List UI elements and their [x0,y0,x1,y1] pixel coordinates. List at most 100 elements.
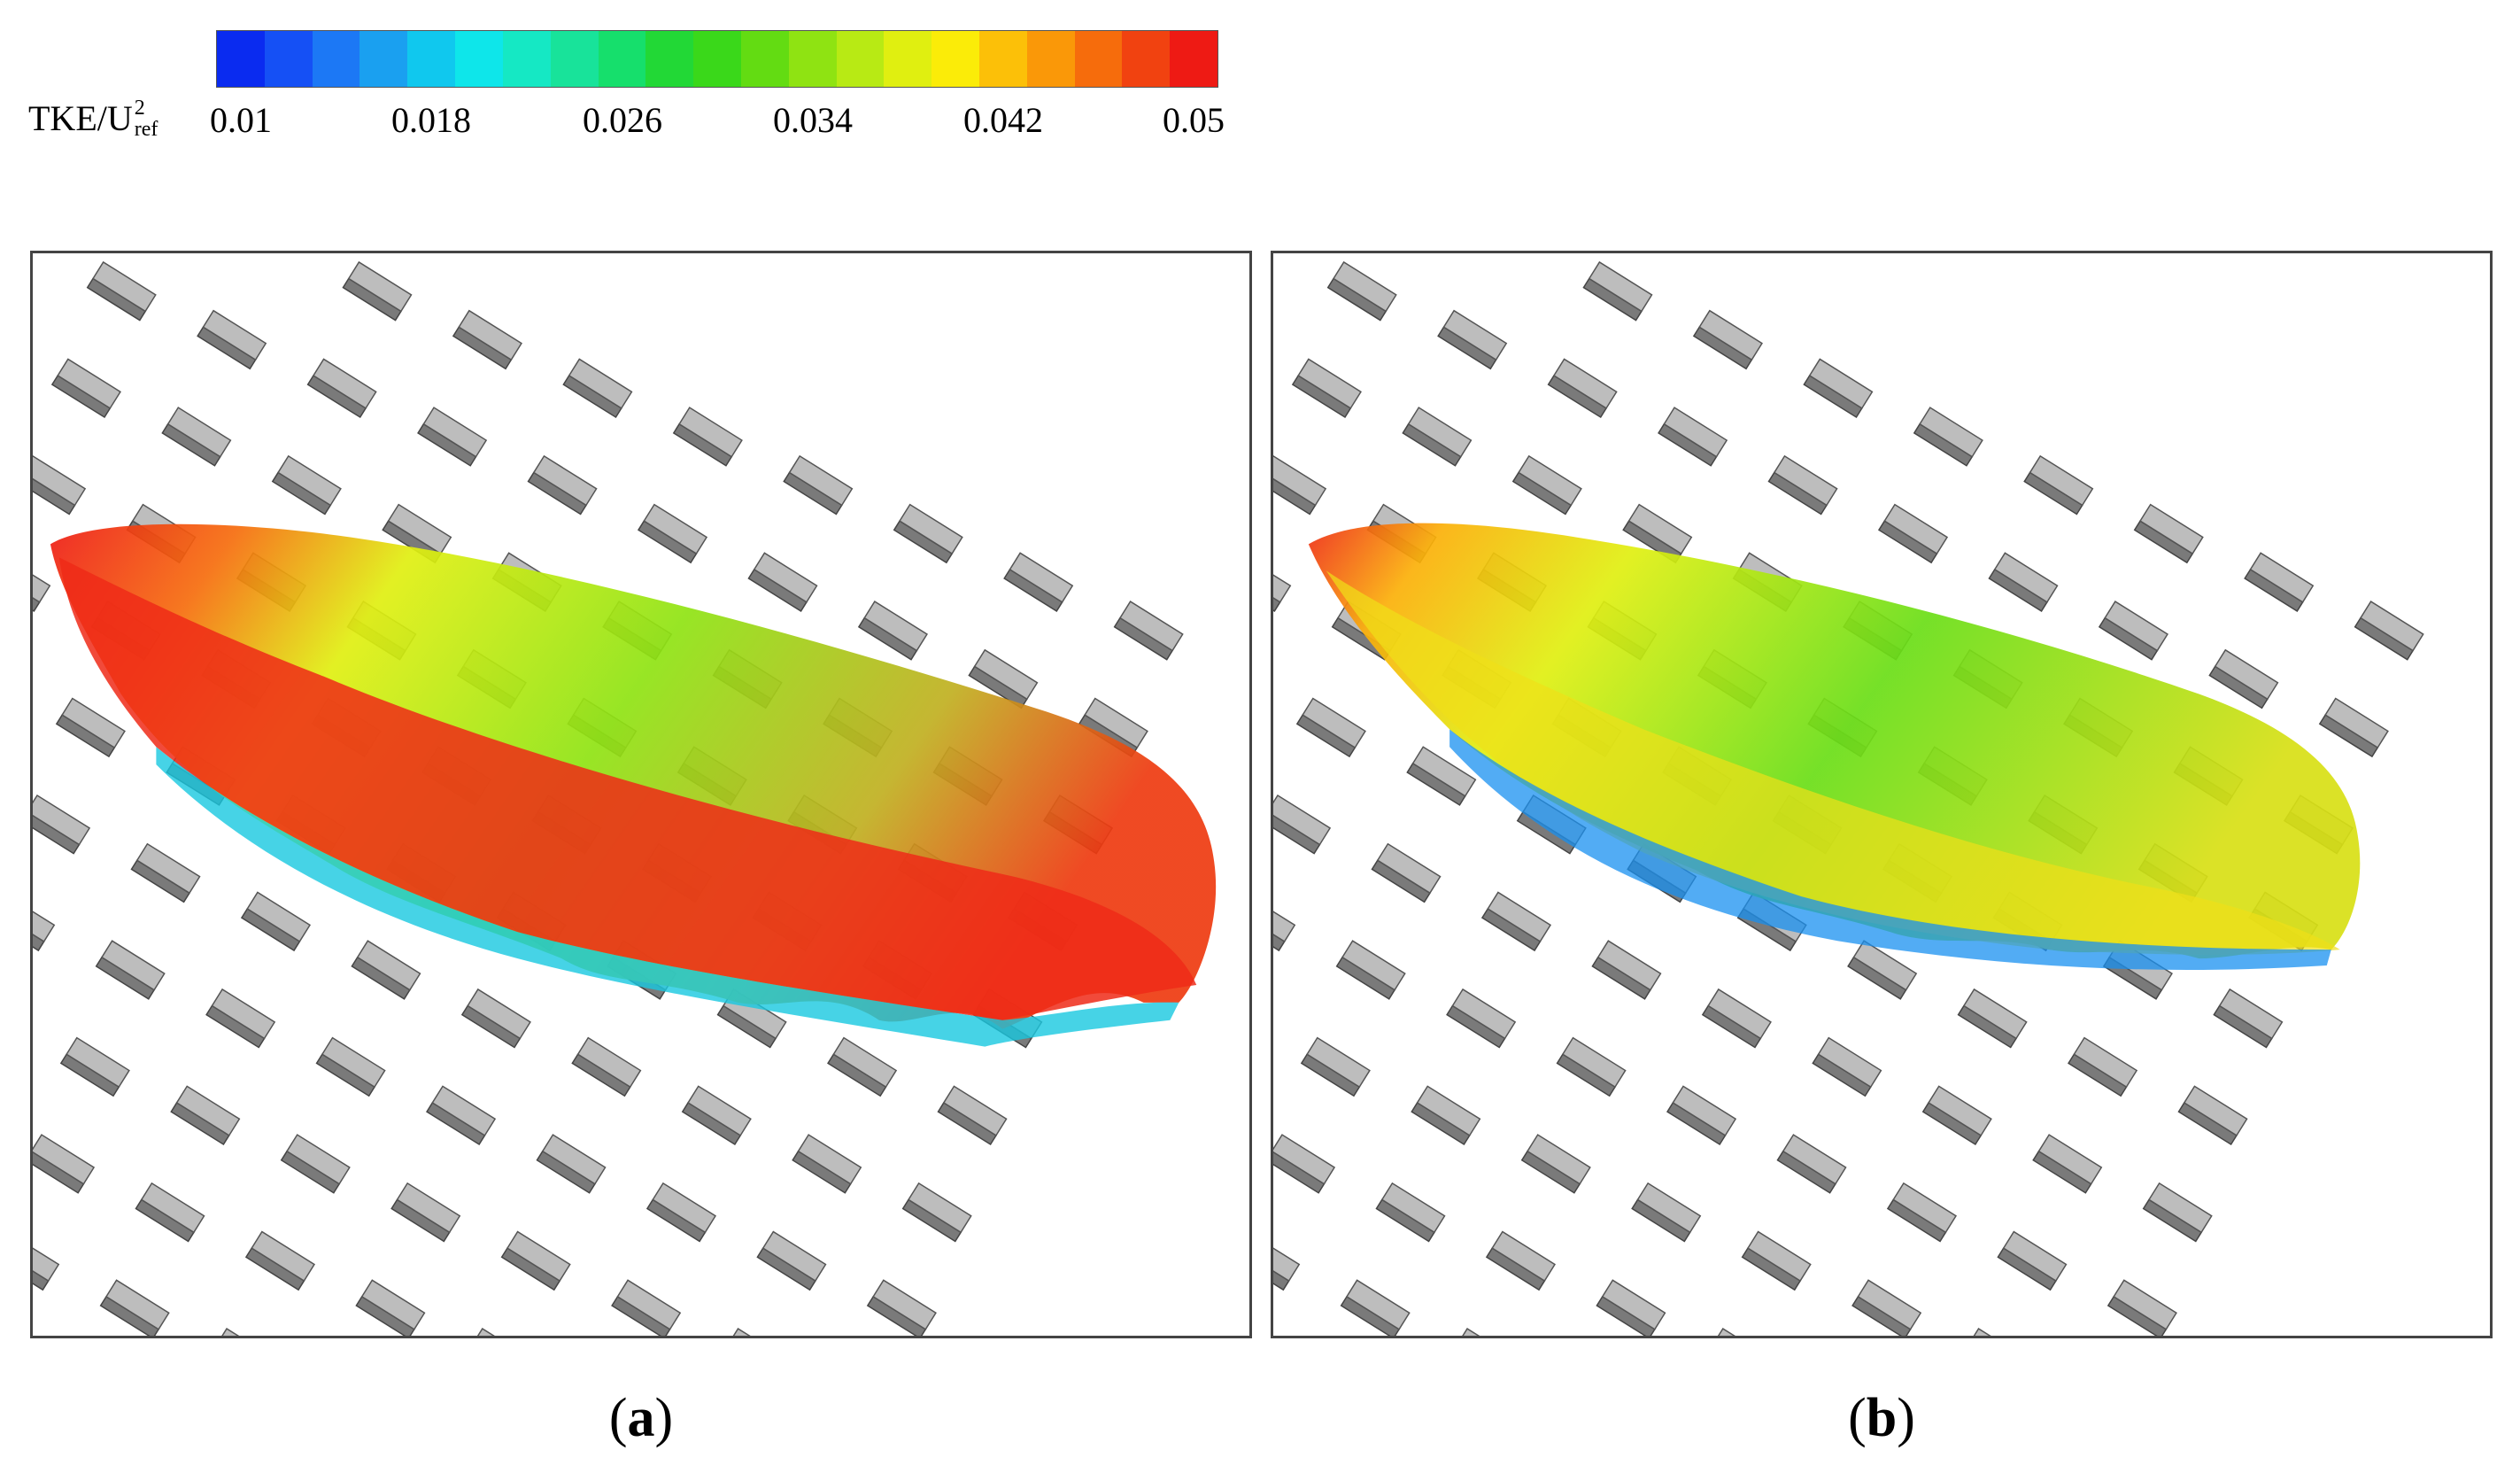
obstacle-block [1113,601,1184,661]
obstacle-block [726,1328,792,1336]
obstacle-block [2098,601,2168,661]
obstacle-block [1997,1230,2068,1291]
obstacle-block [280,1134,351,1194]
obstacle-block [1520,1134,1591,1194]
obstacle-block [33,1230,60,1291]
obstacle-block [500,1230,571,1291]
tke-lower-edge [1449,729,2331,970]
obstacle-block [937,1085,1008,1146]
obstacle-block [893,503,963,564]
obstacle-block [95,940,166,1000]
colorbar-swatch [836,31,885,87]
obstacle-block [205,988,276,1049]
obstacle-block [1596,1279,1666,1336]
panel-b-plot [1271,251,2493,1338]
tke-core-region [58,557,1197,1020]
obstacle-block [1582,260,1653,322]
obstacle-block [1913,407,1983,467]
colorbar-swatch [550,31,599,87]
obstacle-block [1273,794,1332,855]
obstacle-block [271,454,342,516]
panel-b-svg [1273,260,2424,1336]
obstacle-block [55,697,126,758]
panel-a-plot [30,251,1252,1338]
obstacle-block [1335,940,1406,1000]
obstacle-block [306,358,377,419]
obstacle-block [1957,988,2028,1049]
obstacle-block [50,358,121,419]
obstacle-block [1741,1230,1812,1291]
obstacle-block [342,260,413,322]
obstacle-block [756,1230,827,1291]
obstacle-block [2244,552,2315,612]
obstacle-block [792,1134,862,1194]
obstacle-block [33,454,87,516]
colorbar-swatch [740,31,789,87]
obstacle-block [562,358,633,419]
colorbar-tick-label: 0.042 [963,100,1043,140]
obstacle-block [197,309,267,370]
obstacle-block [1712,1328,1776,1336]
obstacle-block [1877,503,1949,564]
obstacle-block [1003,552,1074,612]
obstacle-block [1812,1036,1882,1097]
obstacle-block [130,842,201,903]
obstacle-block [1375,1182,1446,1243]
colorbar-swatch [217,31,265,87]
obstacle-block [1851,1279,1922,1336]
obstacle-block [1767,454,1838,516]
colorbar-swatch [1122,31,1171,87]
obstacle-block [1273,454,1327,516]
obstacle-block [426,1085,497,1146]
colorbar-swatch [598,31,646,87]
obstacle-block [135,1182,205,1243]
colorbar-swatch [788,31,837,87]
obstacle-block [2142,1182,2213,1243]
obstacle-block [1485,1230,1557,1291]
obstacle-block [901,1182,972,1243]
obstacle-block [1406,746,1477,806]
colorbar-variable: TKE/U [28,98,133,138]
obstacle-block [681,1085,752,1146]
obstacle-block [1371,842,1442,903]
obstacle-block [1480,891,1552,952]
obstacle-block [1291,358,1362,419]
obstacle-block [1446,988,1517,1049]
obstacle-block [2213,988,2284,1049]
obstacle-block [1886,1182,1958,1243]
obstacle-block [1622,503,1693,564]
obstacle-block [866,1279,937,1336]
obstacle-block [2068,1036,2138,1097]
obstacle-block [747,552,818,612]
obstacle-block [1692,309,1763,370]
obstacle-block [672,407,743,467]
obstacle-block [355,1279,426,1336]
obstacle-block [2318,697,2389,758]
colorbar-swatch [884,31,932,87]
obstacle-block [33,1134,96,1194]
obstacle-block [1273,891,1296,952]
obstacle-block [2133,503,2204,564]
obstacle-block [827,1036,898,1097]
colorbar-swatch [693,31,741,87]
obstacle-block [2106,1279,2177,1336]
caption-b: (b) [1848,1388,1915,1448]
obstacle-block [452,309,522,370]
obstacle-block [571,1036,642,1097]
obstacle-block [240,891,312,952]
obstacle-block [315,1036,386,1097]
colorbar [216,30,1218,88]
colorbar-tick-label: 0.01 [210,100,272,140]
colorbar-tick-label: 0.018 [391,100,471,140]
obstacle-block [527,454,598,516]
obstacle-block [1701,988,1772,1049]
obstacle-block [99,1279,170,1336]
obstacle-block [1847,940,1918,1000]
obstacle-block [1803,358,1874,419]
obstacle-block [390,1182,461,1243]
colorbar-swatch [312,31,360,87]
obstacle-block [1776,1134,1847,1194]
obstacle-block [611,1279,682,1336]
obstacle-block [857,601,928,661]
obstacle-block [417,407,488,467]
